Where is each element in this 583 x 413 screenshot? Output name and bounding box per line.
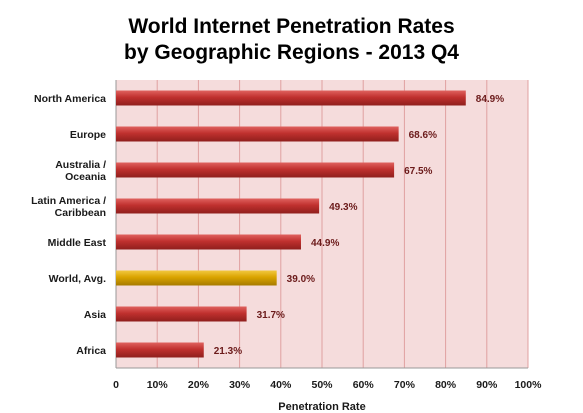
chart-title: World Internet Penetration Rates by Geog… [0, 14, 583, 66]
value-label: 84.9% [476, 94, 504, 105]
x-tick-label: 70% [394, 379, 416, 391]
bar [116, 90, 466, 106]
category-label: Africa [76, 345, 106, 357]
x-tick-label: 80% [435, 379, 457, 391]
category-label: Asia [84, 309, 106, 321]
bar [116, 198, 320, 214]
x-tick-label: 100% [515, 379, 543, 391]
value-label: 49.3% [329, 202, 357, 213]
value-label: 44.9% [311, 238, 339, 249]
x-tick-label: 0 [113, 379, 119, 391]
x-tick-label: 90% [476, 379, 498, 391]
value-label: 31.7% [257, 310, 285, 321]
x-tick-label: 30% [229, 379, 251, 391]
x-axis-title: Penetration Rate [278, 401, 365, 413]
x-tick-label: 60% [353, 379, 375, 391]
x-tick-label: 40% [270, 379, 292, 391]
bars [116, 90, 466, 358]
x-tick-label: 20% [188, 379, 210, 391]
value-labels: 84.9% 68.6% 67.5% 49.3% 44.9% 39.0% 31.7% 21.3% [214, 94, 504, 357]
category-label: North America [34, 93, 106, 105]
bar [116, 234, 301, 250]
bar-highlight [116, 270, 277, 286]
value-label: 39.0% [287, 274, 315, 285]
bar [116, 126, 399, 142]
chart-title-line-2: by Geographic Regions - 2013 Q4 [124, 41, 459, 64]
x-tick-label: 10% [147, 379, 169, 391]
category-label: Middle East [48, 237, 107, 249]
chart-title-line-1: World Internet Penetration Rates [128, 15, 455, 38]
category-label: Caribbean [55, 207, 106, 219]
value-label: 21.3% [214, 346, 242, 357]
bar [116, 162, 395, 178]
bar [116, 306, 247, 322]
category-label: Oceania [65, 171, 106, 183]
category-label: Australia / [55, 159, 106, 171]
category-labels: North America Europe Australia /Oceania Lat… [31, 93, 106, 357]
category-label: Europe [70, 129, 106, 141]
category-label: World, Avg. [49, 273, 106, 285]
x-tick-labels: 0 10% 20% 30% 40% 50% 60% 70% 80% 90% 100% [113, 379, 542, 391]
value-label: 68.6% [409, 130, 437, 141]
category-label: Latin America / [31, 195, 106, 207]
bar [116, 342, 204, 358]
x-tick-label: 50% [311, 379, 333, 391]
value-label: 67.5% [404, 166, 432, 177]
